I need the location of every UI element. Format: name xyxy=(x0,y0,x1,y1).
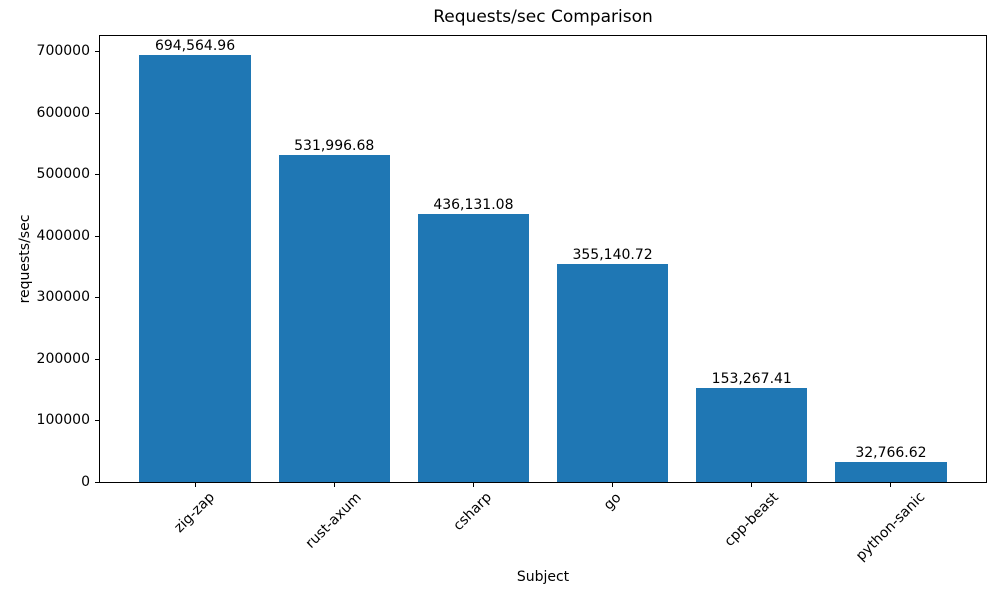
y-tick-label: 700000 xyxy=(36,43,90,60)
y-tick-label: 600000 xyxy=(36,104,90,121)
y-tick-mark xyxy=(95,358,99,360)
y-tick-label: 300000 xyxy=(36,289,90,306)
bar xyxy=(835,461,947,482)
bar xyxy=(556,263,669,482)
y-tick-label: 400000 xyxy=(36,227,90,244)
plot-area xyxy=(99,35,987,483)
bar-value-label: 32,766.62 xyxy=(855,444,927,461)
y-tick-mark xyxy=(95,481,99,483)
bar xyxy=(417,214,530,482)
x-tick-mark xyxy=(472,483,474,487)
y-tick-mark xyxy=(95,297,99,299)
x-tick-mark xyxy=(890,483,892,487)
y-tick-mark xyxy=(95,235,99,237)
y-tick-mark xyxy=(95,420,99,422)
x-tick-mark xyxy=(194,483,196,487)
bar-value-label: 531,996.68 xyxy=(294,138,375,155)
bar xyxy=(139,55,251,482)
bar-value-label: 436,131.08 xyxy=(433,197,514,214)
bar-value-label: 694,564.96 xyxy=(154,38,236,55)
bar xyxy=(696,387,808,482)
x-tick-mark xyxy=(751,483,753,487)
x-tick-mark xyxy=(333,483,335,487)
x-tick-label: zig-zap xyxy=(171,489,219,537)
x-tick-label: go xyxy=(600,489,625,513)
chart-title: Requests/sec Comparison xyxy=(433,7,653,27)
x-tick-label: rust-axum xyxy=(302,489,365,552)
y-tick-mark xyxy=(95,174,99,176)
x-tick-mark xyxy=(612,483,614,487)
y-tick-label: 200000 xyxy=(36,350,90,367)
y-tick-label: 0 xyxy=(81,473,90,490)
x-axis-label: Subject xyxy=(516,569,570,585)
bar-value-label: 153,267.41 xyxy=(711,370,792,387)
y-tick-mark xyxy=(95,112,99,114)
y-tick-label: 100000 xyxy=(36,412,90,429)
y-tick-mark xyxy=(95,51,99,53)
y-tick-label: 500000 xyxy=(36,166,90,183)
bar xyxy=(278,155,390,482)
x-tick-label: cpp-beast xyxy=(721,489,782,550)
x-tick-label: python-sanic xyxy=(852,489,929,565)
x-tick-label: csharp xyxy=(450,489,496,535)
bar-value-label: 355,140.72 xyxy=(572,246,653,263)
